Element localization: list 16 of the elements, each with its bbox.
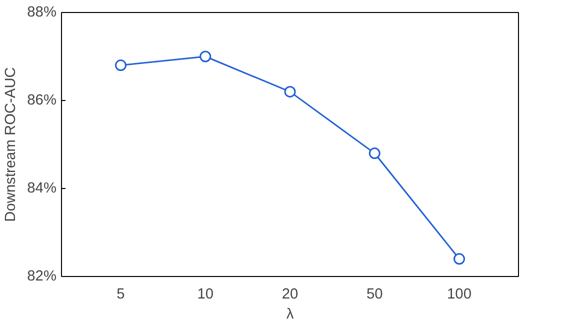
y-tick-label: 84% bbox=[27, 180, 57, 196]
point bbox=[454, 253, 466, 265]
x-tick-label: 10 bbox=[197, 286, 214, 302]
y-tick-label: 82% bbox=[27, 268, 57, 284]
point bbox=[368, 148, 380, 160]
x-tick-label: 100 bbox=[447, 286, 472, 302]
x-tick-label: 20 bbox=[282, 286, 298, 302]
y-tick-label: 88% bbox=[27, 4, 57, 20]
x-axis-title: λ bbox=[286, 306, 294, 322]
point bbox=[284, 86, 296, 98]
x-tick-label: 50 bbox=[366, 286, 383, 302]
x-tick-label: 5 bbox=[116, 286, 125, 302]
y-tick-label: 86% bbox=[27, 92, 57, 108]
point bbox=[200, 50, 212, 62]
y-axis-title: Downstream ROC-AUC bbox=[3, 66, 20, 222]
point bbox=[114, 60, 126, 72]
